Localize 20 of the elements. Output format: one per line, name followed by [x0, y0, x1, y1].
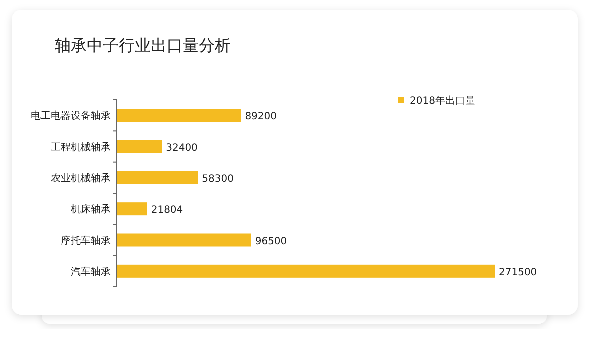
bar [117, 109, 242, 122]
data-label: 21804 [151, 205, 184, 216]
bar [117, 202, 148, 216]
y-tick-label: 机床轴承 [71, 204, 111, 216]
bar [117, 264, 495, 278]
legend-label: 2018年出口量 [410, 95, 476, 107]
y-tick-label: 电工电器设备轴承 [31, 110, 111, 122]
y-tick-label: 农业机械轴承 [51, 172, 111, 184]
y-tick-label: 工程机械轴承 [51, 141, 111, 154]
y-tick-label: 摩托车轴承 [61, 234, 111, 247]
data-label: 271500 [499, 267, 538, 278]
bar [117, 234, 252, 247]
bar [117, 171, 198, 184]
chart-title: 轴承中子行业出口量分析 [55, 36, 231, 55]
data-label: 58300 [202, 174, 234, 185]
bar [117, 140, 162, 154]
data-label: 96500 [255, 236, 288, 248]
y-tick-label: 汽车轴承 [71, 266, 111, 278]
data-label: 32400 [166, 142, 198, 154]
data-label: 89200 [245, 112, 278, 123]
